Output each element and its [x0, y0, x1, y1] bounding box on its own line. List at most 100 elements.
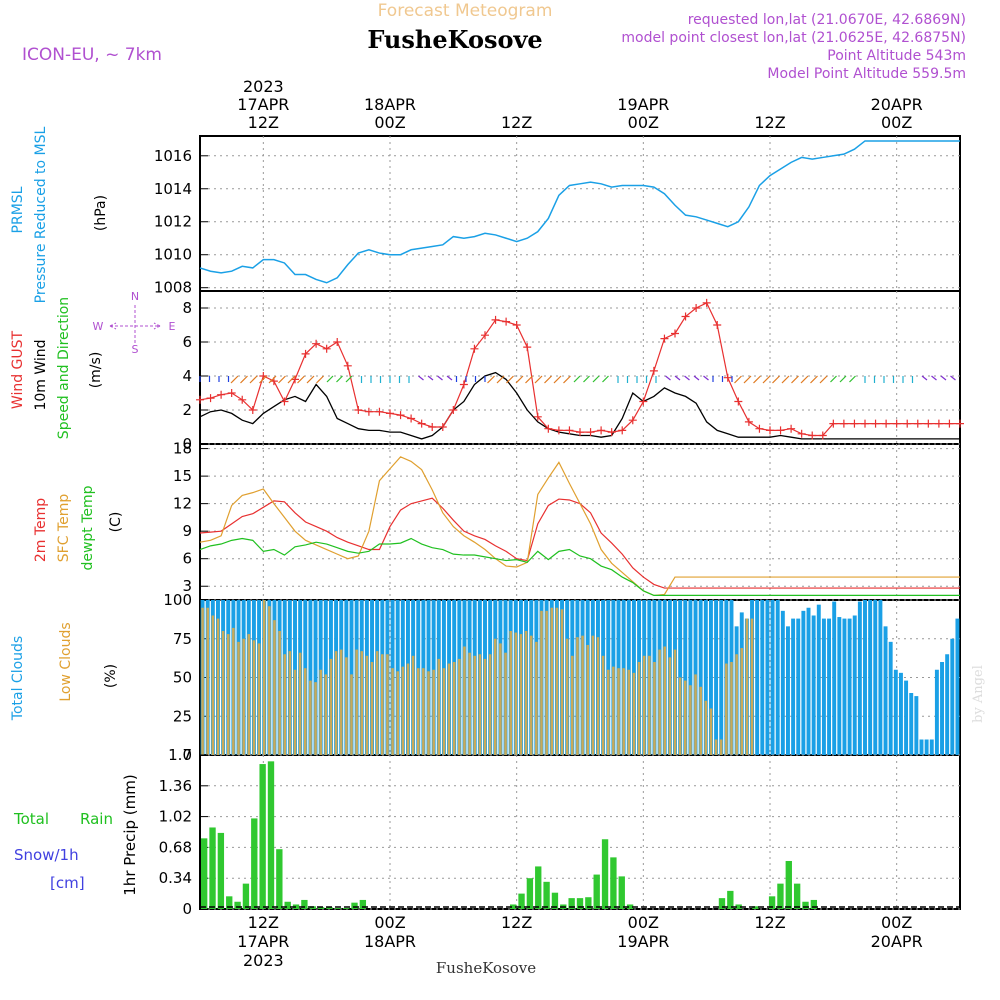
panel-frame-pressure — [199, 135, 961, 292]
gust-marker — [312, 339, 321, 348]
low-cloud-bar — [668, 657, 672, 755]
wind-direction-arrow — [772, 375, 780, 384]
wind-direction-arrow — [240, 375, 248, 384]
total-cloud-bar — [929, 739, 934, 755]
total-cloud-bar — [832, 601, 837, 755]
precip-bar — [735, 904, 742, 909]
wind-y-tick-label: 6 — [182, 333, 192, 351]
top-time-label-date: 19APR — [617, 95, 669, 114]
low-cloud-bar — [606, 669, 610, 755]
low-cloud-bar — [740, 648, 744, 755]
wind-direction-arrow — [849, 375, 856, 383]
total-cloud-bar — [313, 600, 318, 755]
temp-y-tick-label: 9 — [182, 522, 192, 540]
low-cloud-bar — [596, 637, 600, 755]
precip-bar — [718, 898, 726, 909]
low-cloud-bar — [381, 654, 384, 755]
precip-bar — [593, 874, 600, 909]
gust-marker — [523, 343, 532, 352]
wind-direction-arrow — [515, 375, 524, 384]
gust-marker — [713, 321, 722, 329]
model-name: ICON-EU, ~ 7km — [22, 45, 162, 65]
low-cloud-bar — [416, 668, 420, 755]
total-cloud-bar — [955, 618, 960, 755]
gust-marker — [808, 431, 817, 440]
gust-marker — [375, 407, 384, 416]
wind-direction-arrow — [791, 375, 799, 384]
low-cloud-bar — [314, 682, 317, 755]
total-cloud-bar — [898, 672, 903, 755]
gust-marker — [839, 419, 848, 428]
gust-marker — [850, 419, 859, 428]
low-cloud-bar — [216, 618, 220, 755]
wind-direction-arrow — [950, 375, 956, 381]
gust-marker — [512, 321, 521, 329]
wind-direction-arrow — [839, 375, 847, 383]
gust-marker — [639, 397, 648, 406]
low-cloud-bar — [355, 649, 358, 755]
total-cloud-bar — [950, 638, 955, 755]
gust-marker — [702, 298, 711, 307]
low-cloud-bar — [514, 632, 518, 755]
low-cloud-bar — [360, 651, 364, 755]
gust-marker — [882, 419, 891, 428]
low-cloud-bar — [571, 655, 574, 755]
precip-bar — [334, 908, 341, 909]
total-cloud-bar — [842, 618, 847, 755]
low-cloud-bar — [565, 638, 569, 755]
low-cloud-bar — [678, 677, 682, 755]
low-cloud-bar — [683, 680, 687, 755]
gust-marker — [818, 431, 827, 440]
precip-bar — [810, 899, 818, 909]
gust-marker — [322, 344, 331, 353]
low-cloud-bar — [714, 739, 718, 755]
precip-bar — [752, 906, 759, 909]
wind-direction-arrow — [693, 375, 700, 381]
low-cloud-bar — [452, 662, 456, 755]
total-cloud-bar — [801, 610, 806, 755]
clouds-y-tick-label: 0 — [182, 746, 192, 764]
precip-total-label: Total — [13, 810, 49, 828]
gust-marker — [660, 334, 669, 343]
gust-marker — [470, 344, 479, 353]
total-cloud-bar — [683, 600, 688, 755]
gust-marker — [565, 426, 574, 435]
precip-bar — [259, 764, 266, 909]
total-cloud-bar — [770, 600, 775, 755]
precip-bar — [601, 839, 609, 909]
low-cloud-bar — [442, 668, 446, 755]
precip-bar — [585, 897, 592, 909]
wind-direction-arrow — [287, 375, 296, 384]
low-cloud-bar — [535, 641, 538, 755]
wind-direction-arrow — [819, 375, 828, 384]
precip-bar — [793, 883, 801, 909]
low-cloud-bar — [329, 658, 333, 755]
precip-snow-unit: [cm] — [50, 874, 85, 892]
low-cloud-bar — [447, 663, 451, 755]
gust-marker — [607, 428, 616, 437]
top-time-label-hour: 12Z — [754, 113, 785, 132]
temp-unit: (C) — [108, 512, 124, 533]
clouds-y-tick-label: 75 — [173, 630, 192, 648]
precip-y-tick-label: 1.02 — [159, 808, 192, 826]
low-cloud-bar — [386, 654, 389, 755]
compass-s: S — [132, 343, 139, 356]
precip-bar — [768, 896, 776, 909]
wind-direction-arrow — [306, 375, 315, 384]
precip-bar — [518, 893, 525, 909]
bottom-time-label-hour: 00Z — [374, 913, 405, 932]
precip-bar — [535, 866, 542, 909]
gust-marker — [449, 406, 458, 414]
total-cloud-bar — [852, 615, 857, 755]
low-cloud-bar — [427, 671, 430, 755]
wind-direction-arrow — [753, 375, 761, 384]
low-cloud-bar — [252, 640, 256, 755]
low-cloud-bar — [689, 685, 692, 755]
gust-marker — [723, 373, 732, 382]
precip-bar — [802, 901, 809, 909]
wind-direction-arrow — [703, 375, 709, 381]
clouds-y-tick-label: 50 — [173, 669, 192, 687]
wind-direction-arrow — [278, 375, 286, 384]
temp-dewpt-label: dewpt Temp — [80, 485, 96, 570]
